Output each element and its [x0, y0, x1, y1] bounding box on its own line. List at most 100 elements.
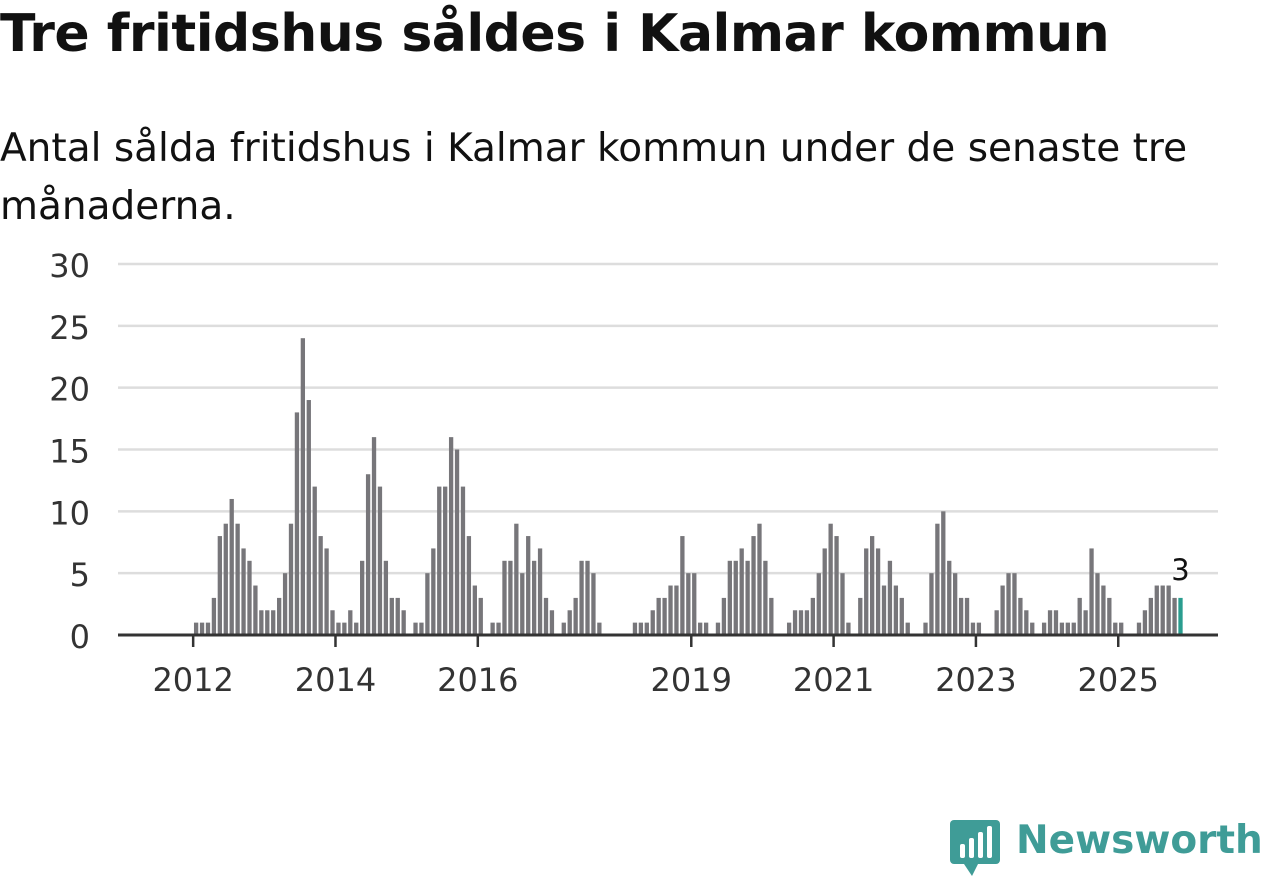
- bar: [698, 622, 703, 635]
- x-tick-label: 2021: [793, 661, 874, 699]
- bar: [1107, 597, 1112, 635]
- x-tick-label: 2019: [651, 661, 732, 699]
- bar: [371, 437, 377, 635]
- bar: [324, 548, 329, 635]
- bar: [804, 610, 810, 635]
- bar: [597, 622, 602, 635]
- chart-title: Tre fritidshus såldes i Kalmar kommun: [0, 4, 1110, 64]
- bar: [1065, 622, 1070, 635]
- bar: [1024, 610, 1029, 635]
- bar: [840, 573, 845, 635]
- bar: [786, 622, 792, 635]
- bar: [935, 523, 940, 635]
- bar: [1154, 585, 1159, 635]
- bar: [312, 486, 317, 635]
- bar: [271, 610, 276, 635]
- bar: [1030, 622, 1035, 635]
- bar: [887, 560, 893, 635]
- y-tick-label: 0: [70, 618, 90, 656]
- bar: [1101, 585, 1106, 635]
- bar: [579, 560, 584, 635]
- bar: [377, 486, 383, 635]
- bar: [893, 585, 899, 635]
- bar: [1018, 597, 1023, 635]
- bar: [632, 622, 638, 635]
- bar: [294, 412, 300, 635]
- bar: [875, 548, 881, 635]
- bar: [692, 573, 697, 635]
- y-tick-label: 5: [70, 556, 90, 594]
- bar: [745, 560, 750, 635]
- bar: [336, 622, 341, 635]
- bar: [769, 597, 774, 635]
- newsworthy-brand[interactable]: Newsworthy: [950, 818, 1262, 878]
- bar: [413, 622, 418, 635]
- x-tick-label: 2025: [1078, 661, 1159, 699]
- bar: [899, 597, 904, 635]
- bar: [537, 548, 543, 635]
- bar: [674, 585, 679, 635]
- bar: [354, 622, 359, 635]
- bar: [798, 610, 804, 635]
- bar: [1172, 597, 1177, 635]
- bar: [680, 536, 685, 635]
- bar: [502, 560, 507, 635]
- bar: [253, 585, 258, 635]
- bar: [1113, 622, 1118, 635]
- bar: [1071, 622, 1076, 635]
- x-tick-label: 2016: [437, 661, 518, 699]
- bar: [193, 622, 199, 635]
- bar: [870, 536, 875, 635]
- bar: [751, 536, 756, 635]
- bar: [1006, 573, 1011, 635]
- bar: [229, 498, 234, 635]
- x-tick-label: 2012: [152, 661, 233, 699]
- bar: [514, 523, 519, 635]
- bar: [561, 622, 566, 635]
- bar: [383, 560, 389, 635]
- latest-value-label: 3: [1171, 553, 1189, 587]
- bar: [543, 597, 549, 635]
- bar: [727, 560, 732, 635]
- bar: [1041, 622, 1047, 635]
- bar: [199, 622, 205, 635]
- bar: [342, 622, 347, 635]
- bar: [395, 597, 400, 635]
- bar: [668, 585, 673, 635]
- bar: [816, 573, 821, 635]
- bar: [739, 548, 744, 635]
- bar: [1047, 610, 1053, 635]
- bar: [318, 536, 323, 635]
- bar: [1089, 548, 1094, 635]
- y-tick-label: 25: [49, 309, 90, 347]
- bar: [277, 597, 282, 635]
- bar: [864, 548, 869, 635]
- bar: [211, 597, 217, 635]
- bar-latest: [1178, 597, 1183, 635]
- bar: [656, 597, 661, 635]
- x-tick-label: 2014: [295, 661, 376, 699]
- bar: [1000, 585, 1005, 635]
- bar: [644, 622, 649, 635]
- bar: [282, 573, 288, 635]
- bar: [929, 573, 934, 635]
- bars: [193, 338, 1183, 635]
- bar: [472, 585, 477, 635]
- bar: [531, 560, 537, 635]
- bar: [466, 536, 472, 635]
- bar: [1059, 622, 1065, 635]
- bar: [235, 523, 240, 635]
- bar: [496, 622, 501, 635]
- bar: [288, 523, 294, 635]
- bar: [460, 486, 466, 635]
- bar: [567, 610, 572, 635]
- bar: [259, 610, 264, 635]
- bar: [923, 622, 928, 635]
- bar: [1053, 610, 1059, 635]
- bar: [573, 597, 578, 635]
- bar: [828, 523, 833, 635]
- bar: [964, 597, 970, 635]
- bar: [686, 573, 691, 635]
- bar: [733, 560, 738, 635]
